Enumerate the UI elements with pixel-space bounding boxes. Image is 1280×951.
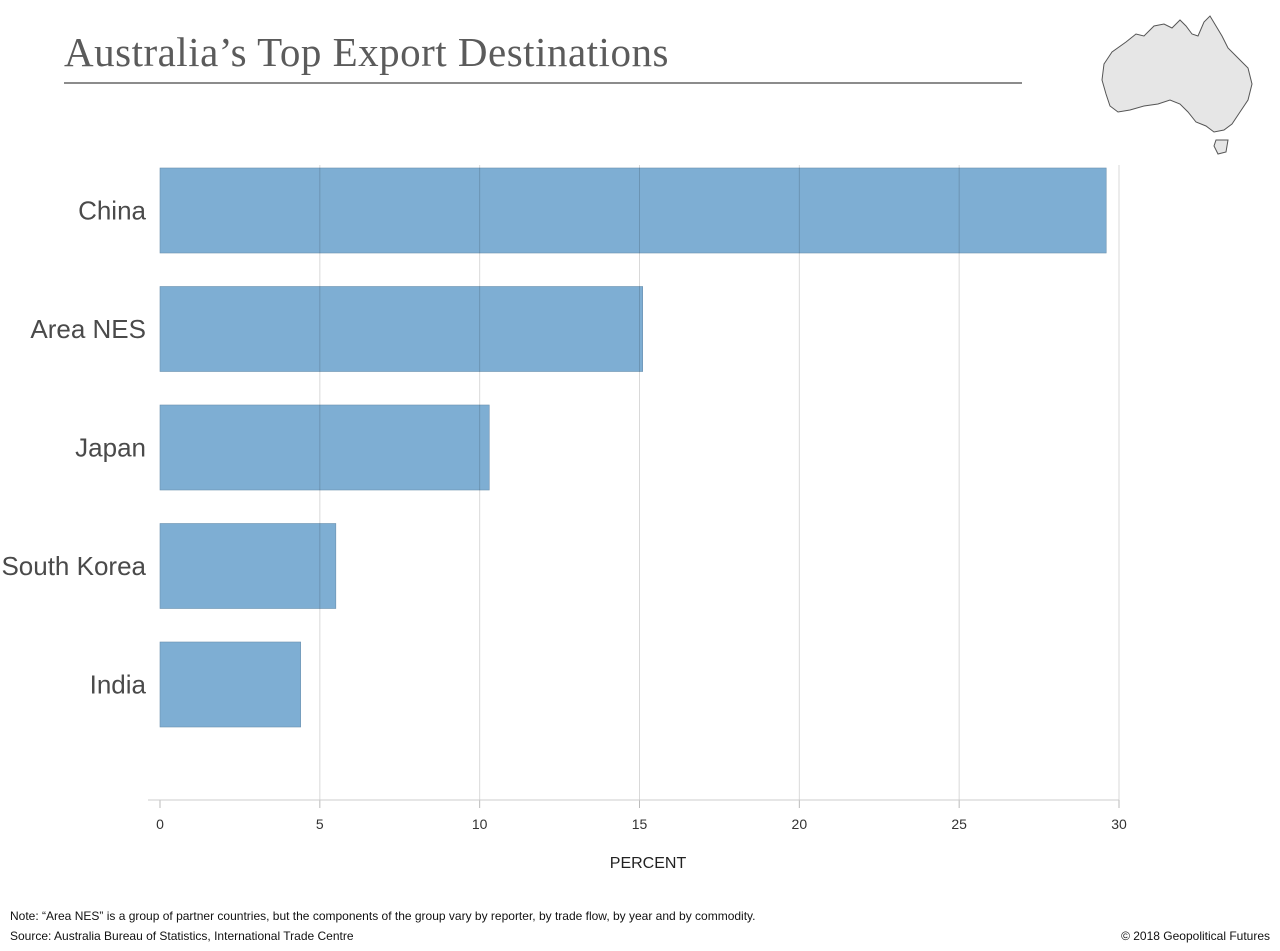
bar-india [159, 641, 301, 728]
australia-map-icon [1101, 15, 1253, 155]
bar-area-nes [159, 286, 643, 372]
category-label: India [90, 670, 147, 700]
category-label: Japan [75, 433, 146, 463]
tasmania-shape [1213, 139, 1229, 155]
chart-title: Australia’s Top Export Destinations [64, 29, 669, 75]
category-label: Area NES [30, 314, 146, 344]
x-tick-label: 10 [472, 816, 488, 832]
copyright: © 2018 Geopolitical Futures [1121, 929, 1270, 943]
source-note: Source: Australia Bureau of Statistics, … [10, 929, 354, 943]
x-tick-label: 30 [1111, 816, 1127, 832]
x-tick-label: 0 [156, 816, 164, 832]
bar-japan [159, 404, 490, 491]
bar-china [159, 167, 1107, 254]
australia-mainland-shape [1101, 15, 1253, 133]
x-tick-label: 5 [316, 816, 324, 832]
x-tick-label: 15 [632, 816, 648, 832]
x-tick-label: 25 [951, 816, 967, 832]
category-label: China [78, 196, 146, 226]
footnote: Note: “Area NES” is a group of partner c… [10, 909, 756, 923]
x-tick-label: 20 [792, 816, 808, 832]
title-underline [64, 82, 1022, 84]
x-axis-title: PERCENT [610, 855, 687, 872]
bar-south-korea [159, 523, 337, 609]
category-label: South Korea [1, 551, 146, 581]
